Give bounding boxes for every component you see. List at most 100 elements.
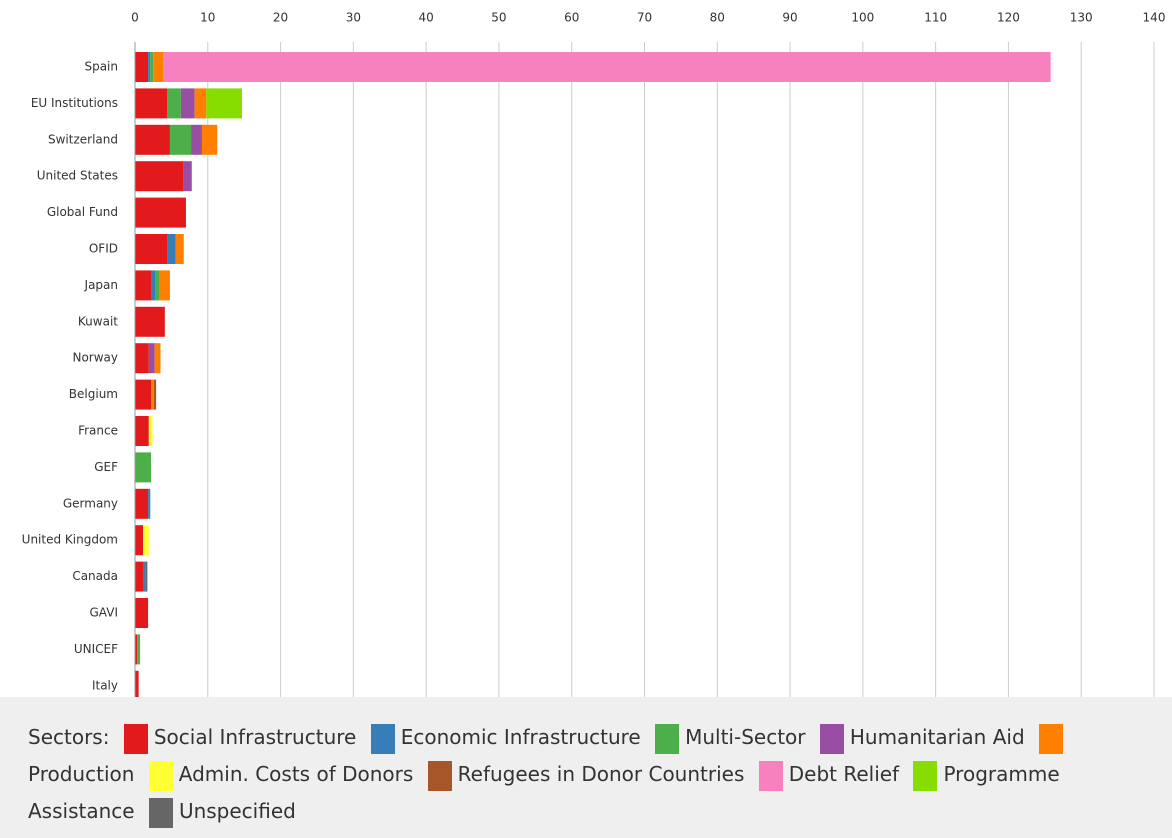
bar-segment: [143, 525, 149, 556]
legend-swatch: [148, 760, 173, 791]
x-tick-label: 0: [131, 11, 139, 25]
x-tick-label: 70: [637, 11, 652, 25]
bar-segment: [135, 488, 149, 519]
x-tick-label: 30: [346, 11, 361, 25]
bar-segment: [135, 197, 186, 228]
x-tick-label: 90: [782, 11, 797, 25]
bar-segment: [143, 561, 146, 592]
bar-segment: [135, 561, 144, 592]
bar-segment: [135, 161, 184, 192]
bar-segment: [135, 525, 144, 556]
bar-segment: [135, 124, 170, 155]
bar-segment: [175, 234, 184, 264]
legend-swatch: [913, 760, 938, 791]
legend-label: Unspecified: [178, 799, 296, 823]
legend-label: Humanitarian Aid: [849, 725, 1025, 749]
bar-segment: [201, 124, 218, 155]
y-tick-label: Belgium: [69, 387, 118, 401]
x-tick-label: 10: [200, 11, 215, 25]
bar-segment: [159, 270, 170, 301]
bar-segment: [135, 452, 152, 483]
bar-segment: [135, 306, 165, 337]
legend-swatch: [655, 723, 680, 754]
x-tick-label: 110: [924, 11, 947, 25]
bar-segment: [155, 270, 160, 301]
legend-label: Debt Relief: [788, 762, 900, 786]
legend-label: Economic Infrastructure: [400, 725, 641, 749]
legend-title: Sectors:: [28, 725, 110, 749]
x-tick-label: 40: [419, 11, 434, 25]
legend-label: Admin. Costs of Donors: [178, 762, 414, 786]
y-tick-label: Japan: [84, 278, 118, 292]
bar-segment: [135, 379, 152, 410]
legend-label: Programme Assistance: [28, 762, 1060, 823]
x-tick-label: 100: [851, 11, 874, 25]
x-tick-label: 130: [1070, 11, 1093, 25]
bar-segment: [180, 88, 195, 119]
bar-segment: [145, 561, 148, 592]
legend-swatch: [427, 760, 452, 791]
legend-label: Social Infrastructure: [153, 725, 357, 749]
y-tick-label: Global Fund: [47, 205, 118, 219]
y-tick-label: France: [78, 424, 118, 438]
y-tick-label: GAVI: [90, 606, 119, 620]
bar-segment: [151, 379, 154, 410]
y-tick-label: Italy: [92, 678, 118, 692]
bar-segment: [169, 124, 192, 155]
legend-swatch: [148, 797, 173, 828]
y-tick-label: Norway: [72, 351, 118, 365]
bar-segment: [153, 379, 157, 410]
bar-segment: [154, 343, 161, 374]
bar-segment: [150, 52, 154, 82]
bar-segment: [163, 52, 1051, 82]
bar-segment: [206, 88, 242, 119]
bar-segment: [167, 234, 176, 264]
y-tick-label: Kuwait: [78, 314, 118, 328]
y-tick-label: United States: [37, 169, 118, 183]
legend-swatch: [1039, 723, 1064, 754]
x-tick-label: 20: [273, 11, 288, 25]
legend: Sectors: Social Infrastructure Economic …: [0, 697, 1172, 838]
y-tick-label: Switzerland: [48, 132, 118, 146]
bar-segment: [135, 88, 168, 119]
bar-segment: [135, 598, 149, 628]
legend-swatch: [370, 723, 395, 754]
legend-swatch: [758, 760, 783, 791]
bar-segment: [151, 270, 156, 301]
bar-segment: [148, 52, 151, 82]
bar-segment: [183, 161, 192, 192]
y-tick-label: GEF: [94, 460, 118, 474]
bar-segment: [135, 670, 139, 701]
y-tick-label: Germany: [63, 496, 118, 510]
y-tick-label: UNICEF: [74, 642, 118, 656]
bar-segment: [148, 488, 151, 519]
y-tick-label: Canada: [72, 569, 118, 583]
x-tick-label: 140: [1143, 11, 1166, 25]
y-tick-label: EU Institutions: [31, 96, 118, 110]
x-tick-label: 50: [491, 11, 506, 25]
bar-segment: [191, 124, 202, 155]
bar-segment: [135, 270, 152, 301]
y-tick-label: United Kingdom: [22, 533, 118, 547]
bar-segment: [135, 634, 138, 665]
legend-label: Multi-Sector: [685, 725, 806, 749]
bar-segment: [148, 343, 155, 374]
x-tick-label: 60: [564, 11, 579, 25]
legend-swatch: [819, 723, 844, 754]
bar-segment: [167, 88, 181, 119]
y-tick-label: Spain: [84, 60, 118, 74]
x-tick-label: 80: [710, 11, 725, 25]
chart: 0 10 20 30 40 50 60 70 80 90 100 110 120 130 140 Spain E…: [22, 11, 1166, 701]
bar-segment: [153, 52, 164, 82]
bar-segment: [135, 234, 168, 264]
bar-segment: [135, 343, 149, 374]
bar-segment: [148, 416, 153, 446]
legend-label: Refugees in Donor Countries: [457, 762, 745, 786]
bar-segment: [135, 52, 149, 82]
bar-segment: [137, 634, 141, 665]
legend-swatch: [123, 723, 148, 754]
bar-segment: [194, 88, 207, 119]
y-tick-label: OFID: [89, 242, 118, 256]
bar-segment: [135, 416, 149, 446]
